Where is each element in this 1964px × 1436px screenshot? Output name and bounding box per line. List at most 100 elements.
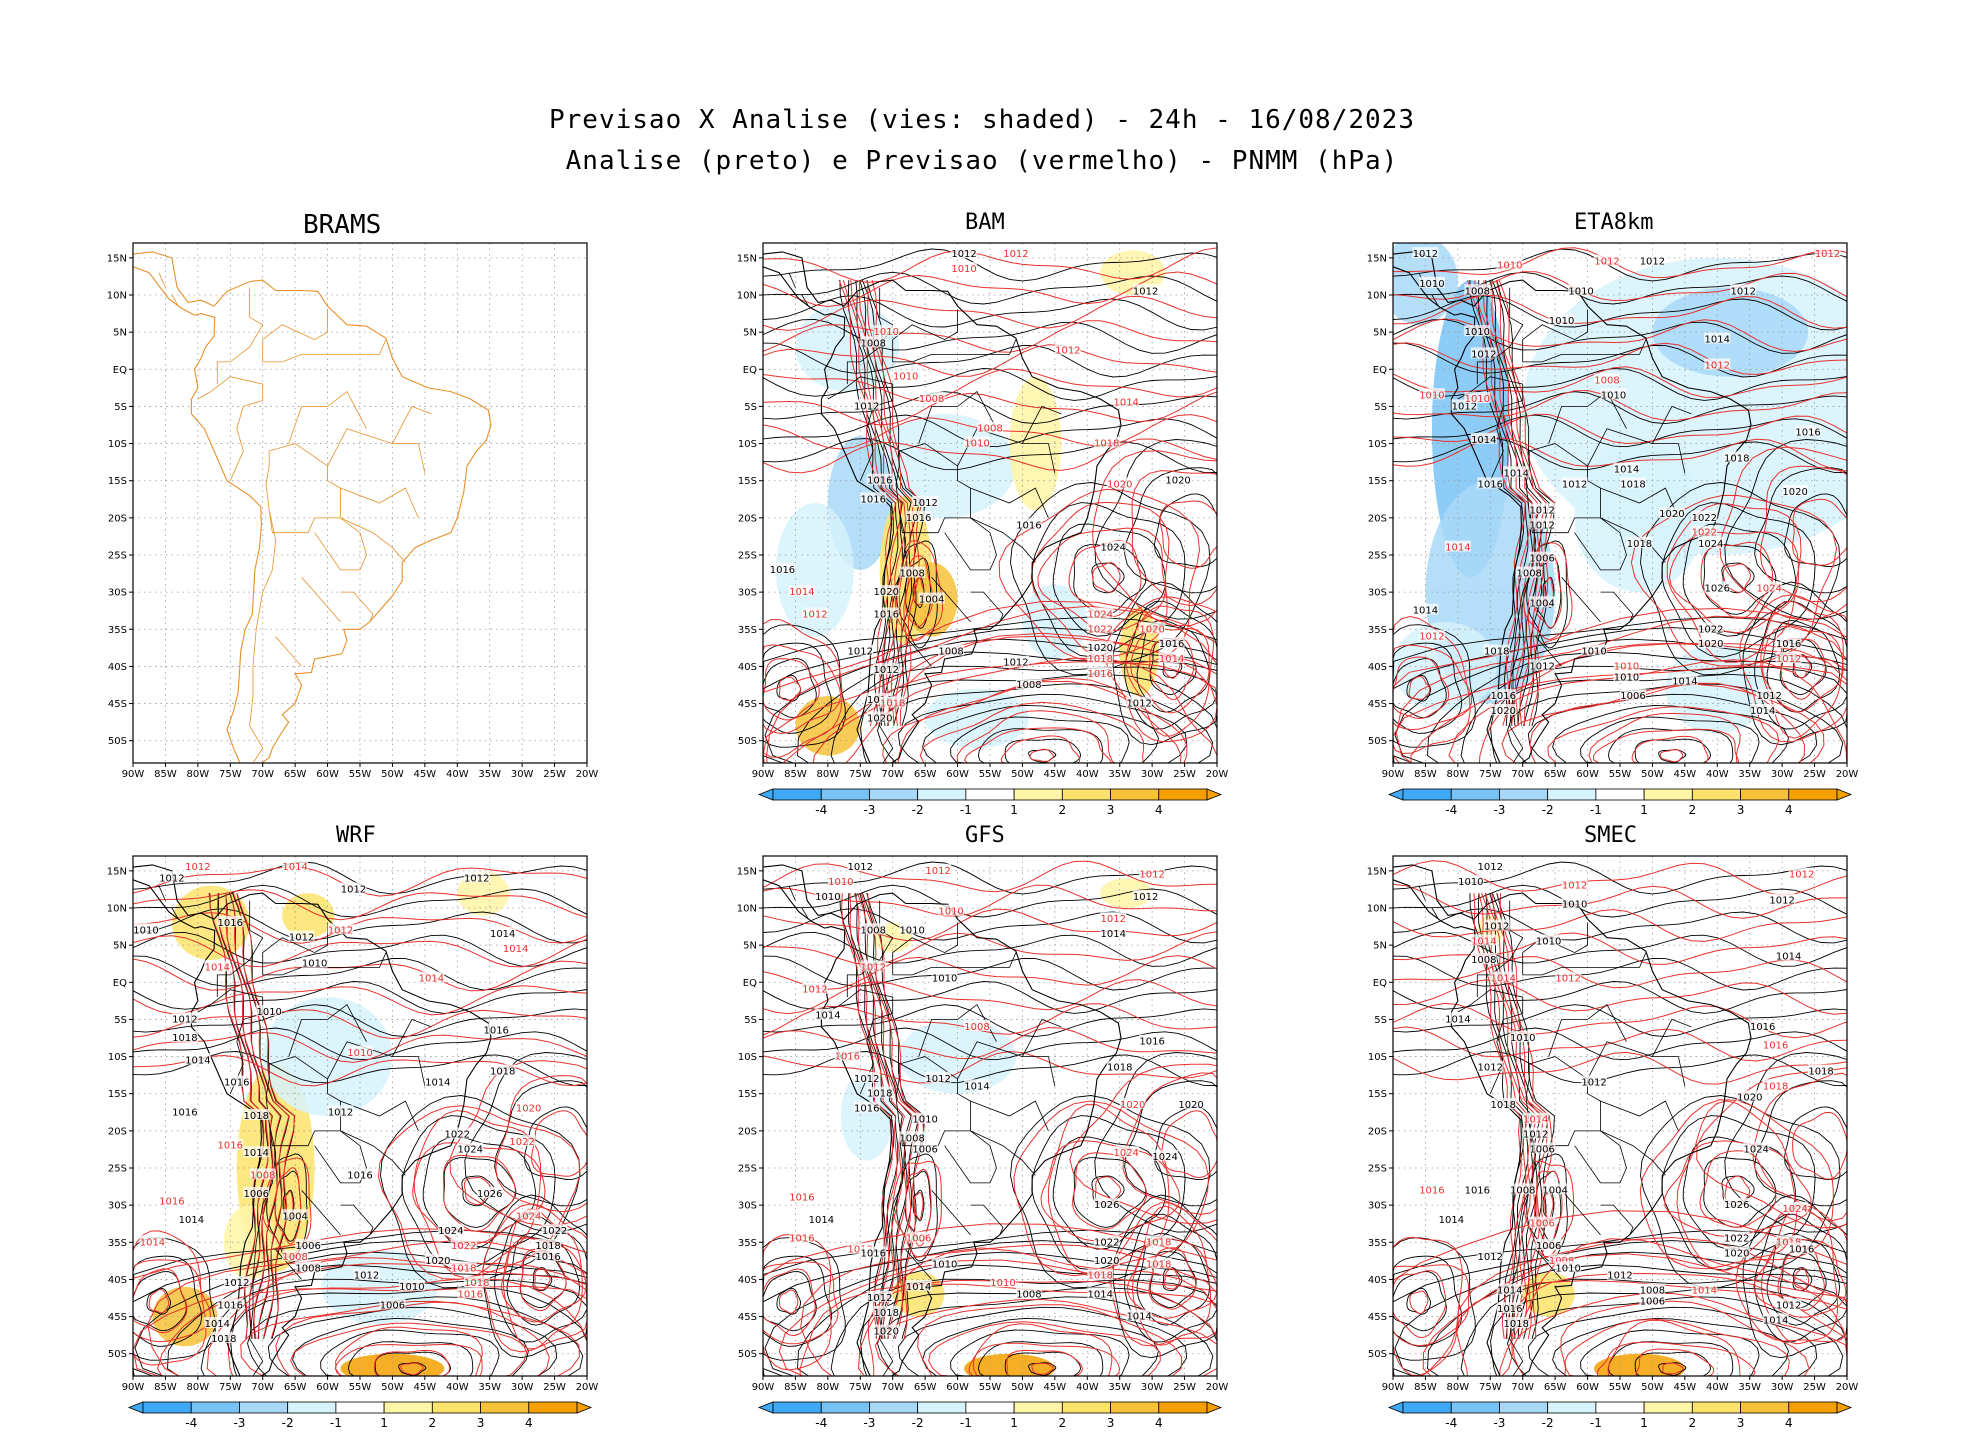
isobar-label-bg (1509, 1183, 1536, 1195)
map-bam: 1012 101210101012100810101010101210121008… (737, 242, 1228, 817)
lon-label: 80W (1447, 769, 1470, 780)
isobar-label-bg (1730, 284, 1757, 296)
isobar-label: 1016 (867, 476, 892, 487)
isobar (1393, 295, 1847, 331)
lon-label: 35W (1108, 1382, 1131, 1393)
lon-label: 45W (1674, 1382, 1697, 1393)
isobar-label-bg (1113, 395, 1140, 407)
isobar-label: 1022 (1698, 624, 1723, 635)
colorbar-cell (1691, 788, 1741, 801)
isobar-label-bg (853, 399, 880, 411)
colorbar-arrow-right (1206, 1401, 1223, 1414)
isobar-label: 1014 (1614, 465, 1639, 476)
isobar-label: 1020 (1088, 643, 1113, 654)
country-border (288, 390, 367, 444)
country-border (801, 294, 809, 307)
panel-title: BAM (965, 210, 1005, 235)
isobar (919, 701, 1145, 763)
isobar-label: 1016 (1478, 479, 1503, 490)
isobar-label: 1018 (464, 1278, 489, 1289)
isobar-label-bg (951, 262, 978, 273)
isobar-label: 1006 (380, 1300, 405, 1311)
lon-label: 55W (1609, 1382, 1632, 1393)
isobar-label-bg (1607, 1268, 1633, 1280)
isobar-label: 1010 (1568, 286, 1593, 297)
isobar (463, 1176, 492, 1206)
isobar (1631, 735, 1709, 763)
lon-label: 80W (817, 1382, 840, 1393)
lon-label: 60W (316, 1382, 339, 1393)
isobar (1393, 642, 1463, 734)
isobar-label-bg (931, 1257, 958, 1269)
colorbar-label: 1 (1010, 803, 1018, 817)
colorbar-cell (1450, 1401, 1500, 1414)
lat-label: 25S (1368, 1164, 1387, 1175)
isobar (1393, 1270, 1447, 1338)
isobar-label: 1012 (1581, 1078, 1606, 1089)
isobar (842, 279, 902, 727)
isobar-label: 1008 (1640, 1286, 1665, 1297)
isobar-label: 1004 (1542, 1185, 1567, 1196)
lon-label: 70W (881, 769, 904, 780)
lat-label: 35S (1368, 625, 1387, 636)
isobar (922, 704, 1159, 763)
isobar-label-bg (1561, 897, 1588, 909)
isobar (964, 727, 1113, 763)
isobar-label-bg (989, 1276, 1016, 1288)
isobar (1393, 1002, 1847, 1039)
isobar (1394, 1251, 1847, 1376)
isobar (763, 1237, 846, 1361)
isobar-label-bg (1477, 1060, 1504, 1072)
isobar-label: 1010 (815, 892, 840, 903)
isobar-label: 1018 (1094, 439, 1119, 450)
isobar-label: 1006 (912, 1144, 937, 1155)
lon-label: 90W (1382, 769, 1405, 780)
isobar (1490, 673, 1847, 763)
isobar-label-bg (1477, 477, 1504, 489)
isobar-label-bg (1795, 425, 1822, 437)
isobar-label-bg (1529, 503, 1556, 515)
isobar (1030, 501, 1170, 658)
lat-label: 20S (738, 513, 757, 524)
lat-label: EQ (743, 365, 757, 376)
isobar-label-bg (1152, 1149, 1179, 1161)
isobar-label-bg (1691, 525, 1718, 537)
isobar (1662, 1362, 1684, 1375)
isobar (763, 1261, 839, 1345)
country-border (282, 339, 387, 363)
colorbar-cell (1402, 1401, 1452, 1414)
colorbar-cell (965, 1401, 1015, 1414)
isobar (1421, 1279, 1847, 1376)
isobar-label-bg (1464, 284, 1491, 296)
isobar-label-bg (171, 1031, 198, 1042)
isobar (1739, 594, 1847, 743)
country-border (1509, 1123, 1537, 1376)
lon-label: 25W (1173, 769, 1196, 780)
isobar (230, 1286, 587, 1376)
isobar (956, 710, 1116, 763)
isobar-label: 1012 (1529, 520, 1554, 531)
bias-shading (1574, 443, 1705, 593)
isobar-label-bg (827, 875, 854, 886)
isobar (148, 1288, 170, 1314)
isobar-label-bg (1477, 860, 1504, 872)
isobar-label-bg (1087, 1268, 1114, 1280)
lon-label: 55W (349, 1382, 372, 1393)
isobar (1759, 465, 1847, 603)
colorbar-cell (480, 1401, 530, 1414)
isobar-label-bg (847, 644, 874, 656)
isobar (1406, 1287, 1431, 1315)
isobar-label-bg (1178, 1097, 1205, 1109)
isobar-label-bg (489, 1064, 516, 1076)
lon-label: 55W (979, 1382, 1002, 1393)
isobar (799, 1283, 1217, 1376)
country-border (265, 443, 341, 534)
isobar (1780, 637, 1826, 700)
isobar-label: 1008 (977, 424, 1002, 435)
isobar-label-bg (1093, 1235, 1120, 1247)
colorbar-label: -3 (863, 803, 875, 817)
isobar (229, 892, 282, 1339)
isobar (763, 658, 817, 719)
country-border (801, 907, 809, 920)
isobar-label: 1012 (1003, 658, 1028, 669)
